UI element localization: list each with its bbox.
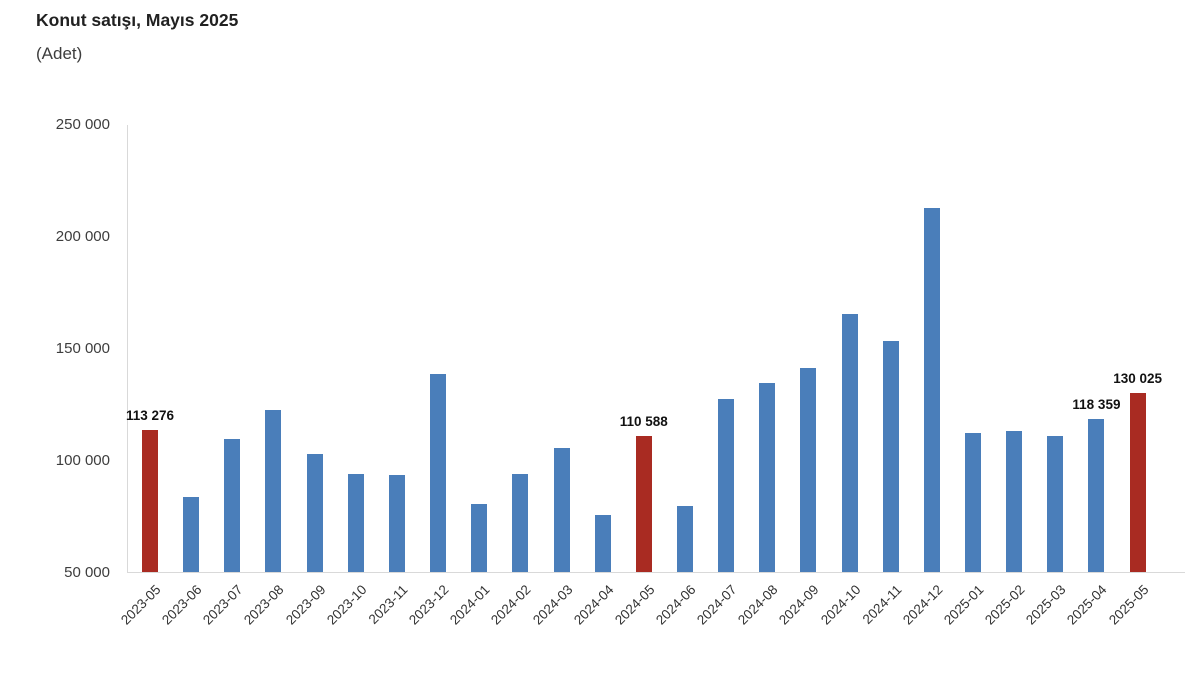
bar-2023-06[interactable] <box>183 497 200 572</box>
bar-2023-08[interactable] <box>265 410 282 572</box>
x-label-2024-09: 2024-09 <box>776 582 822 628</box>
value-label-2023-05: 113 276 <box>125 408 175 423</box>
bar-2023-09[interactable] <box>306 454 323 572</box>
x-label-2024-11: 2024-11 <box>859 582 905 627</box>
y-tick-200000: 200 000 <box>55 228 110 245</box>
x-label-2023-05: 2023-05 <box>117 582 164 628</box>
plot-area: 113 276 110 588 118 359 130 025 <box>125 125 1185 573</box>
bar-2024-05[interactable] <box>635 436 652 572</box>
x-label-2024-03: 2024-03 <box>529 582 576 628</box>
bar-2023-11[interactable] <box>388 475 405 572</box>
bar-2024-08[interactable] <box>759 383 776 572</box>
bar-2023-10[interactable] <box>347 474 364 572</box>
bar-2024-10[interactable] <box>841 314 858 572</box>
x-label-2024-04: 2024-04 <box>570 582 617 628</box>
bar-2024-09[interactable] <box>800 368 817 572</box>
bar-2024-12[interactable] <box>923 208 940 572</box>
bar-2024-03[interactable] <box>553 448 570 572</box>
bar-2024-04[interactable] <box>594 515 611 572</box>
x-label-2025-01: 2025-01 <box>940 582 987 628</box>
bar-2023-12[interactable] <box>430 374 447 572</box>
bar-2025-04[interactable] <box>1088 419 1105 572</box>
x-label-2023-08: 2023-08 <box>241 582 288 628</box>
x-label-2024-05: 2024-05 <box>611 582 658 628</box>
x-label-2023-11: 2023-11 <box>365 582 411 627</box>
bar-2023-07[interactable] <box>224 439 241 572</box>
value-label-2024-05: 110 588 <box>619 414 668 429</box>
x-label-2023-12: 2023-12 <box>406 582 452 628</box>
y-tick-100000: 100 000 <box>55 452 110 469</box>
x-label-2025-02: 2025-02 <box>982 582 1028 628</box>
y-tick-250000: 250 000 <box>55 116 110 133</box>
x-label-2025-03: 2025-03 <box>1023 582 1069 628</box>
x-label-2023-07: 2023-07 <box>200 582 246 628</box>
bar-2025-05[interactable] <box>1129 393 1146 572</box>
x-label-2024-12: 2024-12 <box>899 582 946 628</box>
bar-2023-05[interactable] <box>142 430 158 572</box>
x-label-2024-10: 2024-10 <box>817 582 864 628</box>
x-label-2023-09: 2023-09 <box>282 582 329 628</box>
x-label-2024-07: 2024-07 <box>694 582 740 628</box>
bar-2025-02[interactable] <box>1006 431 1023 572</box>
chart-title: Konut satışı, Mayıs 2025 <box>36 10 239 30</box>
x-label-2023-10: 2023-10 <box>323 582 370 628</box>
bar-2024-06[interactable] <box>676 506 693 572</box>
x-label-2025-04: 2025-04 <box>1064 582 1111 628</box>
bar-2025-03[interactable] <box>1047 436 1064 572</box>
chart-subtitle: (Adet) <box>36 44 83 63</box>
bar-2025-01[interactable] <box>965 433 981 572</box>
value-label-2025-05: 130 025 <box>1113 371 1162 386</box>
x-label-2024-08: 2024-08 <box>735 582 781 628</box>
x-label-2024-06: 2024-06 <box>652 582 699 628</box>
x-label-2024-02: 2024-02 <box>488 582 534 628</box>
x-label-2023-06: 2023-06 <box>159 582 205 628</box>
bar-2024-01[interactable] <box>471 504 488 572</box>
y-tick-150000: 150 000 <box>55 340 110 357</box>
bar-2024-11[interactable] <box>882 341 899 572</box>
x-label-2024-01: 2024-01 <box>447 582 493 628</box>
y-tick-50000: 50 000 <box>64 564 110 581</box>
x-label-2025-05: 2025-05 <box>1105 582 1152 628</box>
value-label-2025-04: 118 359 <box>1072 397 1121 412</box>
bar-2024-02[interactable] <box>512 474 529 572</box>
bar-2024-07[interactable] <box>718 399 735 572</box>
